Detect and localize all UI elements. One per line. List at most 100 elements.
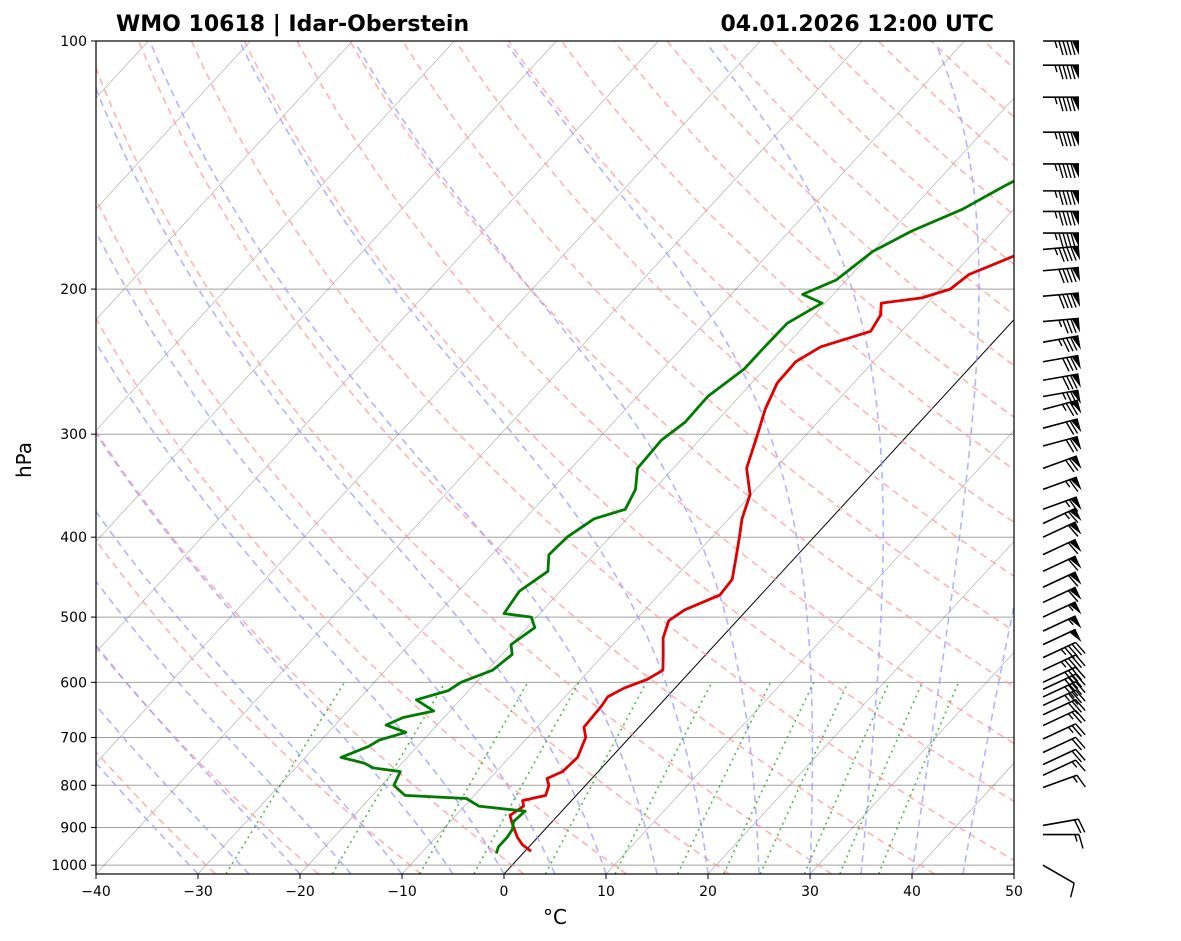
- mixing-ratio-line: [544, 681, 648, 874]
- barb-staff: [1042, 571, 1076, 588]
- y-tick-label: 1000: [51, 858, 87, 874]
- barb-half: [1054, 40, 1058, 49]
- barb-full: [1069, 375, 1078, 389]
- x-tick-label: 10: [597, 884, 615, 900]
- mixing-ratio-line: [723, 681, 815, 874]
- isotherm-50: [1013, 873, 1014, 874]
- barb-full: [1058, 40, 1064, 56]
- barb-half: [1067, 713, 1074, 720]
- x-tick-label: 20: [699, 884, 717, 900]
- barb-full: [1071, 700, 1083, 713]
- wind-barb: [1042, 538, 1082, 556]
- barb-full: [1075, 699, 1086, 712]
- isotherm-10: [605, 430, 1014, 874]
- barb-flag: [1072, 163, 1079, 178]
- wind-barb: [1043, 163, 1079, 179]
- isotherm-40: [911, 762, 1014, 874]
- x-tick-label: −20: [285, 884, 315, 900]
- barb-full: [1067, 702, 1079, 715]
- barb-staff: [1042, 673, 1076, 691]
- wind-barb: [1042, 698, 1086, 716]
- barb-full: [1058, 131, 1064, 147]
- barb-full: [1066, 65, 1072, 80]
- barb-full: [1062, 97, 1068, 112]
- barb-full: [1070, 318, 1077, 333]
- dry-adiabat: [137, 41, 936, 874]
- barb-full: [1067, 574, 1079, 587]
- wind-barb: [1042, 736, 1086, 754]
- barb-flag: [1069, 629, 1082, 643]
- barb-full: [1066, 190, 1072, 206]
- dry-adiabat: [96, 430, 525, 874]
- barb-full: [1066, 268, 1073, 283]
- barb-staff: [1042, 723, 1076, 740]
- barb-full: [1075, 748, 1086, 761]
- barb-full: [1071, 675, 1083, 688]
- barb-flag: [1069, 508, 1082, 521]
- barb-full: [1071, 682, 1083, 695]
- isotherm--30: [197, 41, 965, 874]
- isotherm-20: [707, 540, 1014, 874]
- x-tick-label: 30: [801, 884, 819, 900]
- barb-full: [1058, 163, 1064, 179]
- mixing-ratio-line: [418, 681, 529, 874]
- barb-full: [1064, 678, 1075, 691]
- isotherm-grid: [96, 41, 1014, 874]
- barb-full: [1075, 689, 1086, 702]
- wind-barb: [1042, 335, 1081, 353]
- barb-full: [1066, 40, 1072, 56]
- wind-barb: [1042, 317, 1081, 334]
- moist-adiabat: [1013, 869, 1014, 874]
- barb-full: [1069, 882, 1075, 898]
- x-tick-label: 0: [500, 884, 509, 900]
- barb-full: [1067, 511, 1079, 524]
- barb-full: [1073, 819, 1082, 834]
- barb-staff: [1042, 641, 1076, 659]
- chart-title-station: WMO 10618 | Idar-Oberstein: [116, 12, 469, 37]
- barb-flag: [1070, 456, 1082, 470]
- barb-flag: [1071, 318, 1081, 333]
- barb-full: [1066, 337, 1074, 352]
- isobar-grid: [96, 41, 1014, 866]
- mixing-ratio-line: [803, 681, 890, 874]
- barb-full: [1067, 559, 1079, 571]
- dry-adiabat: [402, 41, 1014, 632]
- dry-adiabat: [560, 41, 1014, 471]
- wind-barb: [1042, 476, 1082, 493]
- barb-full: [1058, 232, 1064, 248]
- wind-barb: [1042, 586, 1082, 604]
- barb-full: [1062, 40, 1068, 56]
- isotherm--50: [96, 41, 761, 764]
- sounding-profiles: [339, 179, 1014, 854]
- wind-barb: [1042, 601, 1082, 618]
- barb-full: [1075, 641, 1086, 654]
- wind-barb: [1042, 266, 1081, 284]
- barb-flag: [1070, 477, 1082, 491]
- x-tick-label: −10: [387, 884, 417, 900]
- x-axis-label: °C: [543, 905, 567, 929]
- wind-barbs: [1042, 40, 1086, 898]
- barb-staff: [1042, 709, 1076, 727]
- barb-full: [1067, 645, 1079, 658]
- wind-barb: [1042, 373, 1081, 391]
- wind-barb: [1042, 774, 1086, 789]
- isotherm--40: [96, 41, 863, 874]
- barb-full: [1075, 673, 1086, 686]
- barb-half: [1060, 661, 1067, 668]
- barb-staff: [1042, 654, 1076, 671]
- barb-half: [1054, 232, 1058, 241]
- barb-flag: [1072, 132, 1079, 147]
- barb-full: [1071, 738, 1083, 751]
- barb-full: [1071, 750, 1083, 763]
- wind-barb: [1042, 435, 1082, 453]
- moist-adiabats: [96, 44, 1014, 874]
- barb-half: [1071, 761, 1078, 768]
- barb-full: [1065, 439, 1075, 453]
- y-tick-label: 400: [60, 530, 87, 546]
- barb-full: [1064, 659, 1075, 672]
- wind-barb: [1042, 292, 1081, 309]
- barb-flag: [1071, 246, 1081, 261]
- barb-half: [1054, 248, 1059, 256]
- barb-full: [1058, 247, 1065, 262]
- barb-full: [1070, 40, 1076, 56]
